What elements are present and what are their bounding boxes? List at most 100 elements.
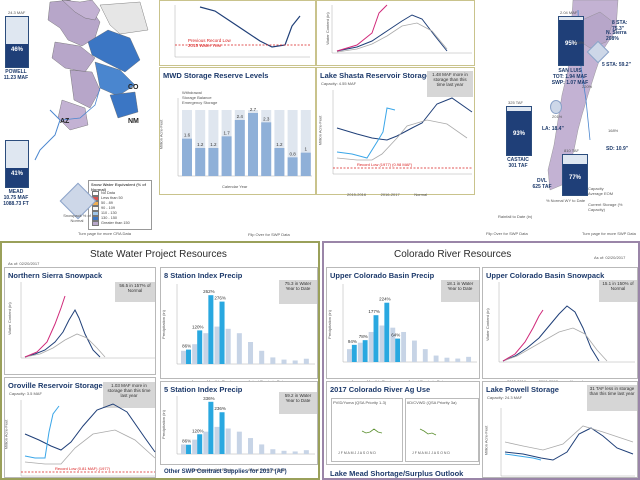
legend-swatch	[92, 221, 99, 226]
swp-other-title: Other SWP Contract Supplies for 2017 (AF…	[164, 469, 287, 475]
powell-cylinder: 46%	[5, 16, 29, 68]
shasta-title: Lake Shasta Reservoir Storage	[320, 71, 431, 80]
precip-small-legend-2: 2015 Water Year	[188, 43, 222, 48]
avg-precip-bar	[390, 327, 396, 362]
oroville-record-low: Record Low (0.81 MAF) (1977)	[55, 466, 111, 471]
cra-resources-panel: Colorado River Resources As of: 02/20/20…	[322, 241, 640, 480]
p8-callout: 75.3 in Water Year to Date	[279, 280, 317, 304]
snow-small-panel: 2015-2016 2016-2017 Normal Water Content…	[316, 0, 475, 72]
shasta-callout: 1.48 MAF more in storage than this time …	[427, 71, 473, 97]
mwd-footer-link[interactable]: Flip Over for SWP Data	[248, 232, 290, 237]
p8-panel: 8 Station Index Precip 75.3 in Water Yea…	[160, 267, 318, 384]
pct-label-1: 234%	[574, 40, 585, 45]
swp-footer-left[interactable]: Flip Over for SWP Data	[486, 231, 528, 236]
swp-footer-right[interactable]: Turn page for more SWP Data	[582, 231, 636, 236]
mwd-bar-chart: 1.6 1.2 1.2 1.7 2.4 2.7 2.3 1.2 0.8 1	[177, 98, 312, 177]
dvl-top: 810 TAF	[564, 148, 579, 153]
snow-legend-item: 110 - 130	[92, 211, 130, 216]
legend-swatch	[92, 191, 99, 196]
cra-snow-callout: 15.1 in 150% of Normal	[599, 280, 637, 302]
shasta-chart	[332, 90, 473, 175]
state-label-az: AZ	[60, 118, 70, 125]
avg-precip-bar	[203, 431, 209, 454]
ns-label: N. Sierra 208%	[606, 30, 627, 42]
oroville-chart	[20, 400, 156, 477]
castaic-cylinder: 93%	[506, 106, 532, 156]
mwd-storage-panel: MWD Storage Reserve Levels Withdrawal St…	[158, 67, 316, 195]
precip-pct-label: 78%	[359, 334, 368, 339]
crb-footer-link[interactable]: Turn page for more CRA Data	[78, 231, 131, 236]
shasta-panel: Lake Shasta Reservoir Storage Capacity: …	[316, 67, 475, 197]
avg-precip-bar	[236, 431, 242, 454]
precip-pct-label: 262%	[203, 289, 215, 294]
actual-precip-bar	[384, 302, 390, 362]
pct-label-2: 220%	[582, 84, 593, 89]
oroville-callout: 1.03 MAF more in storage than this time …	[103, 382, 155, 408]
dvl-name: DVL	[537, 178, 547, 184]
snowpack-pct-label: Snowpack % of Normal	[63, 213, 91, 223]
actual-precip-bar	[219, 412, 225, 454]
pct-label-4: 168%	[608, 128, 619, 133]
precip-pct-label: 94%	[348, 339, 357, 344]
mwd-bar	[182, 138, 192, 176]
avg-precip-bar	[259, 444, 265, 454]
mwd-bar-label: 1.6	[184, 133, 191, 138]
mwd-bar-bg	[195, 110, 206, 176]
p5-bar-chart: 86% 120% 336% 236%	[176, 396, 315, 455]
snow-legend-item: No Data	[92, 191, 130, 196]
mwd-bar	[261, 122, 272, 176]
precip-pct-label: 86%	[182, 439, 191, 444]
avg-precip-bar	[368, 331, 374, 362]
swp-map-legend-rain: Rainfall to Date (in)	[498, 214, 533, 219]
actual-precip-bar	[219, 301, 225, 364]
avg-precip-bar	[192, 344, 198, 364]
avg-precip-bar	[303, 358, 309, 364]
cra-snow-panel: Upper Colorado Basin Snowpack 15.1 in 15…	[482, 267, 638, 384]
avg-precip-bar	[357, 342, 363, 362]
lake-mead-outlook-title: Lake Mead Shortage/Surplus Outlook	[330, 469, 464, 478]
state-label-co: CO	[128, 84, 139, 91]
mwd-bar-bg	[287, 110, 298, 176]
mwd-bar-label: 1.2	[276, 142, 283, 147]
legend-swatch	[92, 206, 99, 211]
powell-cap: 11.23 MAF	[3, 75, 29, 81]
avg-precip-bar	[292, 360, 298, 364]
avg-precip-bar	[270, 449, 276, 454]
dvl-cylinder: 77%	[562, 154, 588, 196]
swp-title: State Water Project Resources	[90, 249, 227, 260]
snow-legend: Snow Water Equivalent (% of Normal) No D…	[88, 180, 152, 230]
avg-precip-bar	[181, 444, 187, 454]
avg-precip-bar	[236, 333, 242, 364]
lake-powell-chart	[500, 408, 635, 477]
castaic-name: CASTAIC	[507, 157, 529, 163]
san-luis-l1: TOT: 1.94 MAF	[552, 74, 588, 80]
mead-cylinder: 41%	[5, 140, 29, 188]
precip-pct-label: 120%	[192, 428, 204, 433]
sta5-label: 5 STA: 59.2"	[602, 62, 631, 68]
mwd-bar-label: 1	[305, 147, 308, 152]
actual-precip-bar	[351, 344, 357, 362]
pvid-chart: PVID/Yuma (QSA Priority 1-3) J F M A M J…	[331, 398, 403, 462]
actual-precip-bar	[362, 340, 368, 362]
precip-small-panel: Previous Record Low 2015 Water Year	[159, 0, 316, 66]
mwd-bar-label: 1.2	[210, 142, 217, 147]
snow-legend-items: No Data Less than 50 50 - 89 90 - 109 110 - …	[92, 191, 130, 226]
snow-legend-item: 90 - 109	[92, 206, 130, 211]
swp-map-legend-pct: % Normal WY to Date	[546, 198, 586, 203]
avg-precip-bar	[270, 357, 276, 364]
mwd-bar-bg	[300, 110, 311, 176]
precip-pct-label: 120%	[192, 324, 204, 329]
castaic-cap: 301 TAF	[508, 163, 528, 169]
crb-map-panel: 24.3 MAF 46% POWELL 11.23 MAF 41% MEAD 1…	[0, 0, 158, 238]
cra-precip-panel: Upper Colorado Basin Precip 18.1 in Wate…	[326, 267, 480, 384]
avg-precip-bar	[379, 325, 385, 362]
precip-pct-label: 236%	[214, 406, 226, 411]
precip-small-legend-1: Previous Record Low	[188, 38, 231, 43]
powell-name: POWELL	[5, 69, 27, 75]
powell-pct: 46%	[10, 47, 23, 53]
la-label: LA: 18.4"	[542, 126, 564, 132]
avg-precip-bar	[181, 350, 187, 364]
mwd-bar-label: 1.2	[197, 142, 204, 147]
pct-label-3: 201%	[552, 114, 563, 119]
san-luis-l2: SWP: 1.07 MAF	[551, 80, 589, 86]
